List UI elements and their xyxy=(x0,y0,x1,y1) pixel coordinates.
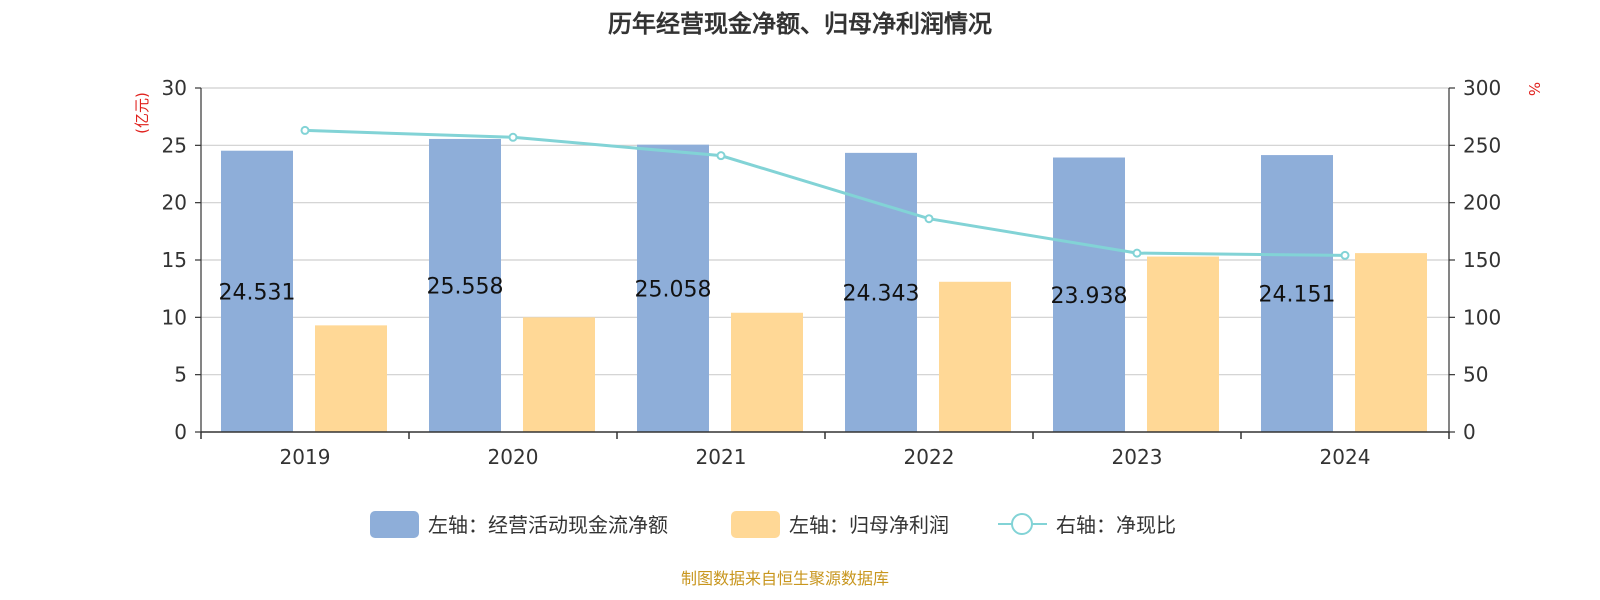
legend-label-net-profit[interactable]: 左轴：归母净利润 xyxy=(789,513,949,537)
data-label-cashflow: 24.151 xyxy=(1259,283,1336,308)
x-tick-label: 2021 xyxy=(696,445,747,469)
bar-net-profit xyxy=(315,325,387,432)
left-tick-label: 25 xyxy=(162,133,187,157)
x-tick-label: 2023 xyxy=(1112,445,1163,469)
data-source: 制图数据来自恒生聚源数据库 xyxy=(681,569,889,588)
x-tick-label: 2022 xyxy=(904,445,955,469)
right-tick-label: 150 xyxy=(1463,248,1501,272)
ratio-point xyxy=(1340,250,1350,260)
left-tick-label: 30 xyxy=(162,76,187,100)
bars xyxy=(221,138,1427,433)
legend-swatch-cashflow[interactable] xyxy=(370,511,419,538)
bar-cashflow xyxy=(637,144,709,432)
ratio-point xyxy=(716,151,726,161)
legend-label-cashflow[interactable]: 左轴：经营活动现金流净额 xyxy=(428,513,668,537)
right-tick-label: 0 xyxy=(1463,420,1476,444)
bar-net-profit xyxy=(939,281,1011,432)
legend-swatch-net-profit[interactable] xyxy=(731,511,780,538)
data-label-cashflow: 25.058 xyxy=(635,277,712,302)
chart-title: 历年经营现金净额、归母净利润情况 xyxy=(608,10,992,38)
bar-cashflow xyxy=(1261,155,1333,432)
bar-net-profit xyxy=(523,317,595,432)
bar-net-profit xyxy=(1147,256,1219,432)
bar-cashflow xyxy=(429,138,501,432)
data-label-cashflow: 25.558 xyxy=(427,274,504,299)
x-tick-label: 2024 xyxy=(1320,445,1371,469)
bar-net-profit xyxy=(731,312,803,432)
ratio-line-path xyxy=(304,128,1346,257)
left-tick-label: 15 xyxy=(162,248,187,272)
right-tick-label: 200 xyxy=(1463,191,1501,215)
left-tick-label: 0 xyxy=(174,420,187,444)
ratio-point xyxy=(508,132,518,142)
right-axis-unit: % xyxy=(1525,82,1543,96)
data-label-cashflow: 24.531 xyxy=(219,280,296,305)
bar-cashflow xyxy=(221,150,293,433)
bar-cashflow xyxy=(1053,157,1125,433)
ratio-point xyxy=(1132,248,1142,258)
left-tick-label: 5 xyxy=(174,363,187,387)
legend-line-icon[interactable] xyxy=(998,513,1047,535)
ratio-line xyxy=(300,125,1350,260)
x-tick-label: 2019 xyxy=(280,445,331,469)
ratio-point xyxy=(300,125,310,135)
right-tick-label: 250 xyxy=(1463,133,1501,157)
bar-net-profit xyxy=(1355,253,1427,432)
gridlines xyxy=(201,87,1449,376)
right-tick-label: 300 xyxy=(1463,76,1501,100)
left-axis-unit: (亿元) xyxy=(133,92,151,134)
data-labels: 24.531 25.558 25.058 24.343 23.938 24.151 xyxy=(219,274,1336,308)
ratio-point xyxy=(924,214,934,224)
left-tick-label: 20 xyxy=(162,191,187,215)
data-label-cashflow: 24.343 xyxy=(843,281,920,306)
legend: 左轴：经营活动现金流净额 左轴：归母净利润 右轴：净现比 xyxy=(370,511,1176,538)
bar-cashflow xyxy=(845,152,917,432)
legend-label-ratio[interactable]: 右轴：净现比 xyxy=(1056,513,1176,537)
right-tick-label: 50 xyxy=(1463,363,1488,387)
left-tick-label: 10 xyxy=(162,305,187,329)
x-tick-label: 2020 xyxy=(488,445,539,469)
data-label-cashflow: 23.938 xyxy=(1051,284,1128,309)
right-tick-label: 100 xyxy=(1463,305,1501,329)
